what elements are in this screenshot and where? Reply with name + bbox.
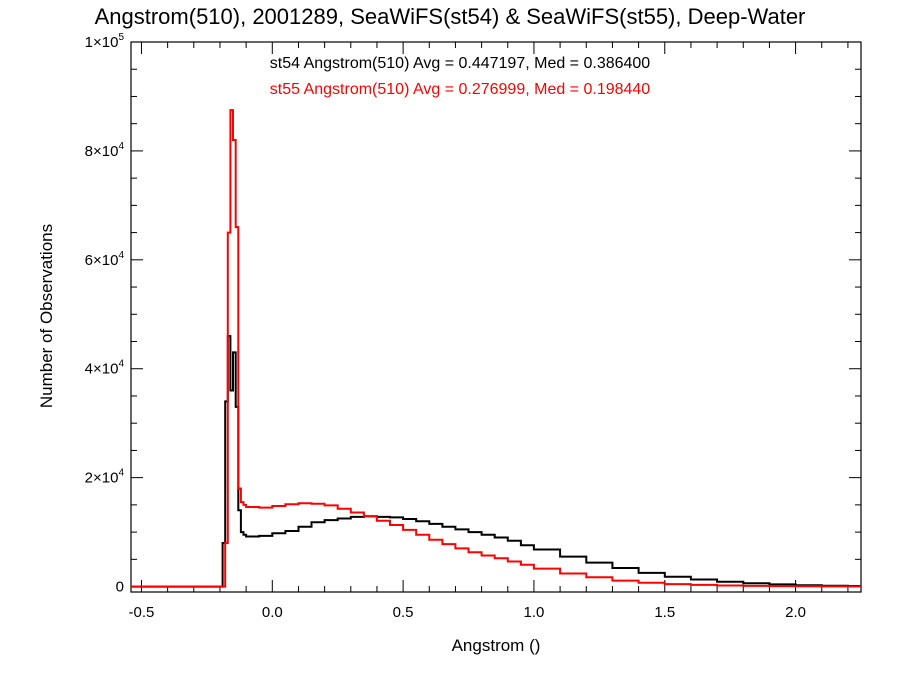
x-axis-label: Angstrom () (451, 636, 541, 655)
y-tick-label: 6×104 (85, 250, 125, 269)
y-tick-label: 0 (116, 579, 124, 596)
st55-histogram-line (131, 109, 861, 588)
st54-stats-annotation: st54 Angstrom(510) Avg = 0.447197, Med =… (269, 55, 651, 72)
y-tick-label: 2×104 (85, 468, 125, 487)
x-tick-label: 1.5 (654, 604, 675, 621)
x-tick-label: -0.5 (129, 604, 155, 621)
plot-frame (130, 41, 862, 593)
y-tick-label: 8×104 (85, 141, 125, 160)
x-tick-label: 0.5 (393, 604, 414, 621)
y-tick-label: 4×104 (85, 359, 125, 378)
y-tick-label: 1×105 (85, 32, 125, 51)
st55-stats-annotation: st55 Angstrom(510) Avg = 0.276999, Med =… (269, 81, 651, 98)
chart-title: Angstrom(510), 2001289, SeaWiFS(st54) & … (94, 4, 806, 29)
x-tick-label: 2.0 (785, 604, 806, 621)
x-tick-label: 0.0 (262, 604, 283, 621)
st54-histogram-line (131, 335, 861, 588)
x-tick-label: 1.0 (524, 604, 545, 621)
